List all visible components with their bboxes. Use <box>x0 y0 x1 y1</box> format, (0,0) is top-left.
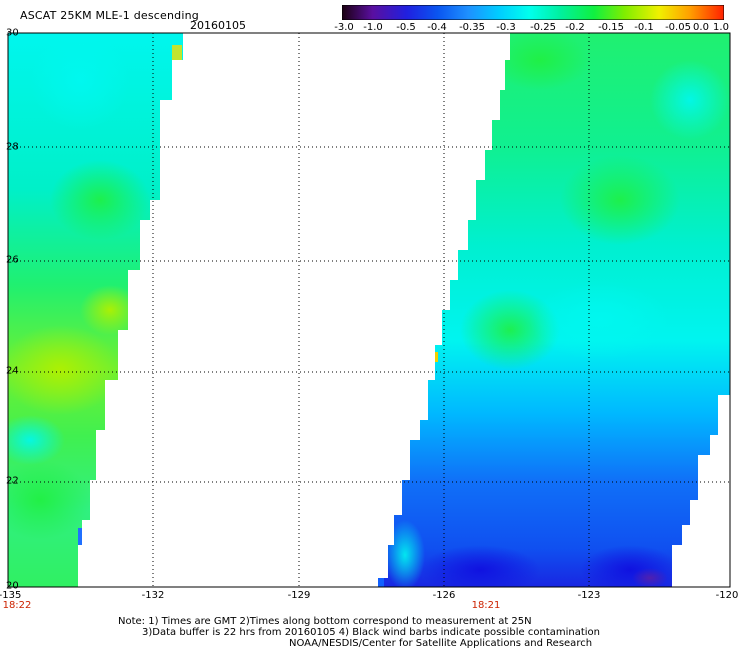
map-title: ASCAT 25KM MLE-1 descending <box>20 9 199 22</box>
map-date: 20160105 <box>190 19 246 32</box>
colorbar-label: -1.0 <box>363 22 383 33</box>
colorbar-label: -0.5 <box>396 22 416 33</box>
lat-label: 26 <box>6 254 19 266</box>
lon-label: -120 <box>715 590 739 601</box>
note-line: 3)Data buffer is 22 hrs from 20160105 4)… <box>142 627 600 638</box>
right-swath <box>378 33 730 587</box>
colorbar-label: -0.3 <box>496 22 516 33</box>
lon-label: -123 <box>577 590 601 601</box>
left-swath <box>8 33 183 587</box>
colorbar-labels: -3.0 -1.0 -0.5 -0.4 -0.35 -0.3 -0.25 -0.… <box>330 22 730 36</box>
graticule <box>8 33 730 587</box>
lat-label: 28 <box>6 141 19 153</box>
lon-label: -135 <box>0 590 22 601</box>
pass-time: 18:22 <box>2 600 32 611</box>
plot-frame <box>7 32 731 588</box>
note-line: NOAA/NESDIS/Center for Satellite Applica… <box>289 638 593 649</box>
lat-label: 30 <box>6 27 19 39</box>
colorbar-label: -0.4 <box>427 22 447 33</box>
colorbar-label: -0.35 <box>459 22 485 33</box>
colorbar-label: -0.1 <box>634 22 654 33</box>
colorbar-label: 1.0 <box>713 22 729 33</box>
lon-label: -132 <box>141 590 165 601</box>
colorbar <box>342 5 724 20</box>
colorbar-label: -0.05 <box>665 22 691 33</box>
lat-label: 24 <box>6 365 19 377</box>
colorbar-label: -0.15 <box>598 22 624 33</box>
colorbar-label: -0.25 <box>530 22 556 33</box>
pass-time: 18:21 <box>471 600 501 611</box>
lat-label: 20 <box>6 580 19 592</box>
lon-label: -129 <box>287 590 311 601</box>
lat-label: 22 <box>6 475 19 487</box>
note-line: Note: 1) Times are GMT 2)Times along bot… <box>118 616 532 627</box>
lon-label: -126 <box>432 590 456 601</box>
colorbar-label: -3.0 <box>334 22 354 33</box>
colorbar-label: 0.0 <box>693 22 709 33</box>
colorbar-label: -0.2 <box>565 22 585 33</box>
